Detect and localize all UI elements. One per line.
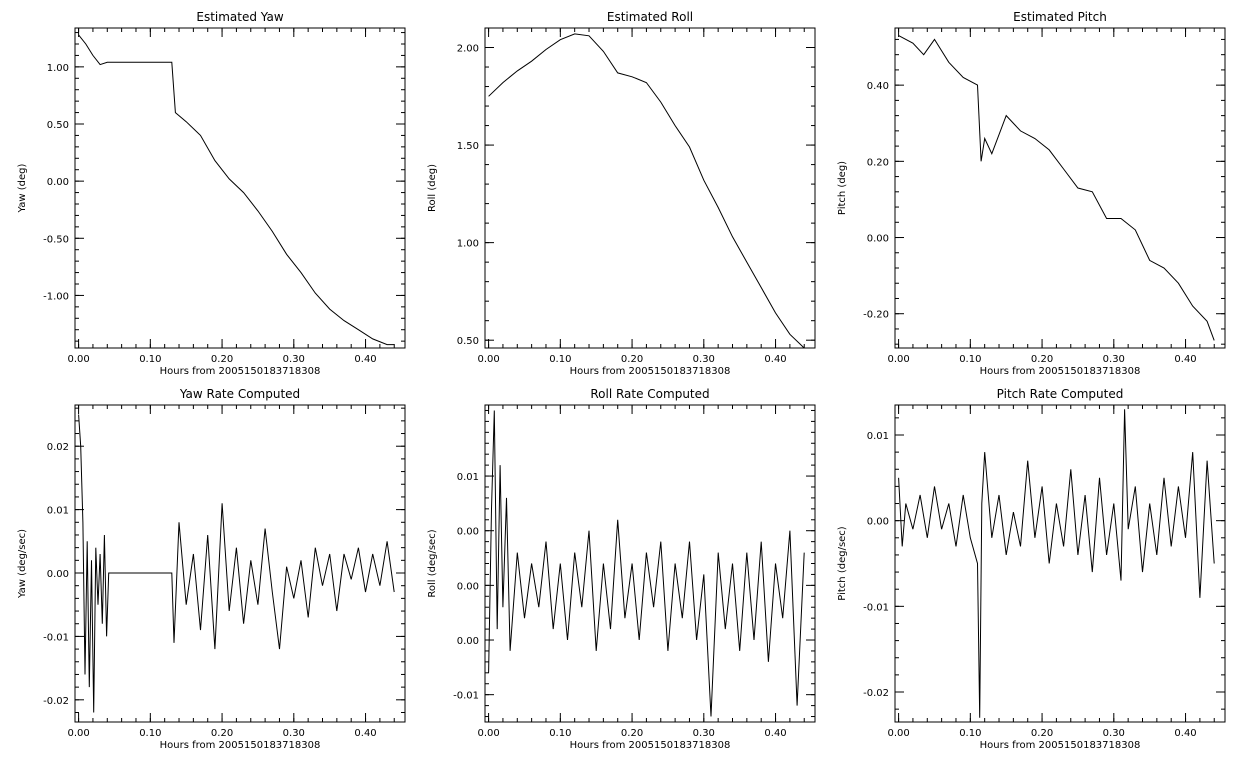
x-tick-label: 0.40 bbox=[1174, 728, 1196, 739]
y-tick-label: 0.00 bbox=[867, 234, 889, 245]
chart-panel-3: 0.00 0.10 0.20 0.30 0.40 0.40 0.20 0.00 -0.20 Est… bbox=[837, 10, 1226, 377]
x-axis-label: Hours from 2005150183718308 bbox=[980, 366, 1141, 377]
y-tick-label: -0.50 bbox=[43, 234, 69, 245]
y-tick-label: -0.01 bbox=[43, 632, 69, 643]
series-line bbox=[898, 35, 1215, 341]
series-line bbox=[78, 34, 395, 346]
x-tick-label: 0.00 bbox=[477, 354, 499, 365]
x-tick-label: 0.30 bbox=[693, 728, 715, 739]
y-tick-label: 0.20 bbox=[867, 157, 889, 168]
y-tick-label: 1.00 bbox=[457, 239, 479, 250]
chart-title: Estimated Pitch bbox=[1013, 10, 1107, 24]
x-tick-label: 0.10 bbox=[549, 354, 571, 365]
y-tick-label: 0.00 bbox=[867, 517, 889, 528]
x-tick-label: 0.10 bbox=[549, 728, 571, 739]
y-tick-label: 0.50 bbox=[457, 336, 479, 347]
y-axis-label: Pitch (deg/sec) bbox=[837, 526, 848, 601]
y-tick-label: 0.00 bbox=[47, 569, 69, 580]
chart-panel-1: 0.00 0.10 0.20 0.30 0.40 1.00 0.50 0.00 -0.50 -1.… bbox=[17, 10, 406, 377]
x-tick-label: 0.00 bbox=[67, 728, 89, 739]
y-tick-label: -0.20 bbox=[863, 310, 889, 321]
chart-title: Estimated Roll bbox=[607, 10, 693, 24]
x-axis-label: Hours from 2005150183718308 bbox=[160, 366, 321, 377]
x-tick-label: 0.00 bbox=[477, 728, 499, 739]
series-line bbox=[898, 409, 1215, 718]
y-tick-label: 1.00 bbox=[47, 63, 69, 74]
x-tick-label: 0.20 bbox=[211, 728, 233, 739]
x-axis-label: Hours from 2005150183718308 bbox=[160, 740, 321, 751]
x-tick-label: 0.40 bbox=[764, 354, 786, 365]
chart-title: Yaw Rate Computed bbox=[179, 387, 300, 401]
y-axis-label: Roll (deg/sec) bbox=[427, 529, 438, 597]
x-tick-label: 0.20 bbox=[621, 728, 643, 739]
series-line bbox=[488, 410, 805, 717]
x-axis-label: Hours from 2005150183718308 bbox=[570, 366, 731, 377]
y-axis-label: Roll (deg) bbox=[427, 164, 438, 212]
x-tick-label: 0.10 bbox=[139, 354, 161, 365]
plot-frame bbox=[484, 27, 816, 349]
plot-frame bbox=[894, 404, 1226, 723]
chart-title: Pitch Rate Computed bbox=[997, 387, 1124, 401]
y-tick-label: -0.02 bbox=[863, 688, 889, 699]
chart-panel-4: 0.00 0.10 0.20 0.30 0.40 0.02 0.01 0.00 -0.01 -0.… bbox=[17, 387, 406, 751]
y-tick-label: 0.00 bbox=[457, 636, 479, 647]
x-tick-label: 0.10 bbox=[959, 728, 981, 739]
plot-frame bbox=[74, 404, 406, 723]
series-line bbox=[488, 33, 805, 349]
x-tick-label: 0.40 bbox=[1174, 354, 1196, 365]
chart-panel-6: 0.00 0.10 0.20 0.30 0.40 0.01 0.00 -0.01 -0.02 Pi… bbox=[837, 387, 1226, 751]
x-tick-label: 0.00 bbox=[887, 354, 909, 365]
y-tick-label: 1.50 bbox=[457, 141, 479, 152]
y-tick-label: -0.02 bbox=[43, 696, 69, 707]
y-tick-label: 0.00 bbox=[457, 581, 479, 592]
chart-panel-5: 0.00 0.10 0.20 0.30 0.40 0.01 0.00 0.00 0.00 -0.0… bbox=[427, 387, 816, 751]
y-tick-label: 0.00 bbox=[457, 527, 479, 538]
chart-title: Roll Rate Computed bbox=[590, 387, 709, 401]
x-tick-label: 0.40 bbox=[354, 728, 376, 739]
y-tick-label: 0.01 bbox=[867, 431, 889, 442]
y-axis-label: Pitch (deg) bbox=[837, 161, 848, 215]
chart-panel-2: 0.00 0.10 0.20 0.30 0.40 2.00 1.50 1.00 0.50 Esti… bbox=[427, 10, 816, 377]
x-axis-label: Hours from 2005150183718308 bbox=[570, 740, 731, 751]
y-tick-label: -0.01 bbox=[863, 602, 889, 613]
x-tick-label: 0.30 bbox=[283, 728, 305, 739]
y-tick-label: 0.50 bbox=[47, 120, 69, 131]
x-tick-label: 0.20 bbox=[211, 354, 233, 365]
x-tick-label: 0.10 bbox=[139, 728, 161, 739]
x-tick-label: 0.30 bbox=[283, 354, 305, 365]
plot-frame bbox=[894, 27, 1226, 349]
y-axis-label: Yaw (deg) bbox=[17, 163, 28, 213]
x-tick-label: 0.10 bbox=[959, 354, 981, 365]
x-tick-label: 0.30 bbox=[1103, 354, 1125, 365]
y-tick-label: -0.01 bbox=[453, 691, 479, 702]
y-tick-label: 0.40 bbox=[867, 81, 889, 92]
x-tick-label: 0.20 bbox=[621, 354, 643, 365]
y-tick-label: 0.01 bbox=[457, 472, 479, 483]
x-tick-label: 0.00 bbox=[887, 728, 909, 739]
y-tick-label: 0.00 bbox=[47, 177, 69, 188]
plot-frame bbox=[74, 27, 406, 349]
x-tick-label: 0.30 bbox=[693, 354, 715, 365]
x-tick-label: 0.20 bbox=[1031, 354, 1053, 365]
x-axis-label: Hours from 2005150183718308 bbox=[980, 740, 1141, 751]
x-tick-label: 0.20 bbox=[1031, 728, 1053, 739]
x-tick-label: 0.00 bbox=[67, 354, 89, 365]
plot-frame bbox=[484, 404, 816, 723]
x-tick-label: 0.40 bbox=[764, 728, 786, 739]
y-tick-label: 0.02 bbox=[47, 442, 69, 453]
y-tick-label: 2.00 bbox=[457, 44, 479, 55]
x-tick-label: 0.40 bbox=[354, 354, 376, 365]
y-tick-label: -1.00 bbox=[43, 291, 69, 302]
chart-title: Estimated Yaw bbox=[196, 10, 283, 24]
series-line bbox=[78, 414, 395, 713]
x-tick-label: 0.30 bbox=[1103, 728, 1125, 739]
y-axis-label: Yaw (deg/sec) bbox=[17, 529, 28, 599]
y-tick-label: 0.01 bbox=[47, 506, 69, 517]
